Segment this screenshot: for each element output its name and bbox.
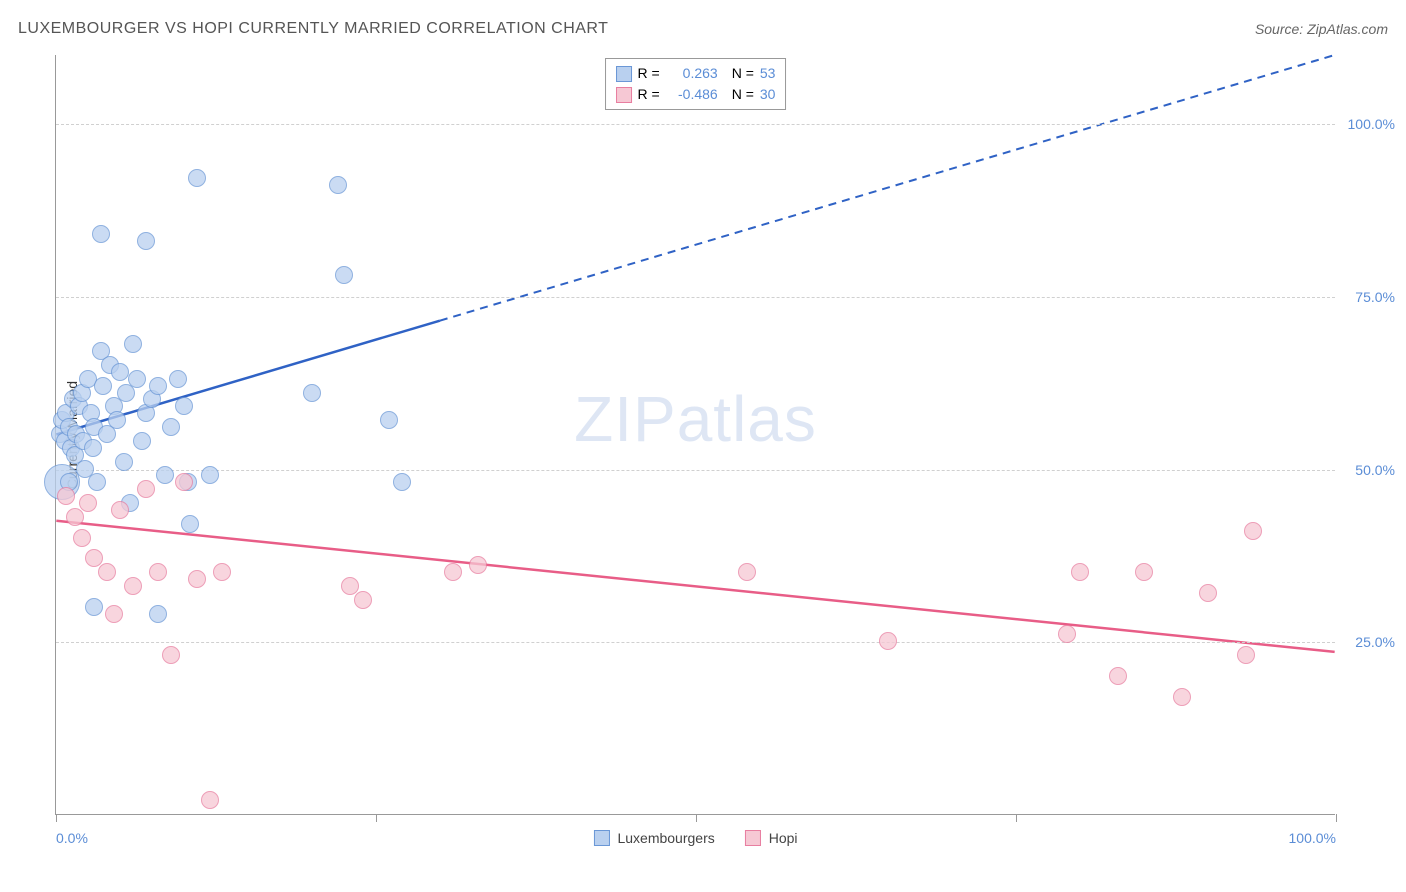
legend-top: R = 0.263 N = 53 R = -0.486 N = 30 xyxy=(605,58,787,110)
scatter-point xyxy=(1135,563,1153,581)
y-tick-label: 50.0% xyxy=(1355,462,1395,478)
x-tick xyxy=(376,814,377,822)
scatter-point xyxy=(303,384,321,402)
scatter-point xyxy=(137,232,155,250)
scatter-point xyxy=(115,453,133,471)
scatter-point xyxy=(57,487,75,505)
legend-r-value: 0.263 xyxy=(666,63,718,84)
scatter-point xyxy=(149,563,167,581)
scatter-point xyxy=(137,480,155,498)
scatter-point xyxy=(98,563,116,581)
scatter-point xyxy=(162,646,180,664)
scatter-point xyxy=(738,563,756,581)
scatter-point xyxy=(469,556,487,574)
scatter-point xyxy=(354,591,372,609)
scatter-point xyxy=(73,529,91,547)
scatter-point xyxy=(1244,522,1262,540)
scatter-point xyxy=(393,473,411,491)
source-label: Source: ZipAtlas.com xyxy=(1255,21,1388,37)
legend-swatch xyxy=(745,830,761,846)
title-bar: LUXEMBOURGER VS HOPI CURRENTLY MARRIED C… xyxy=(18,20,1388,38)
scatter-point xyxy=(213,563,231,581)
legend-swatch xyxy=(616,66,632,82)
scatter-point xyxy=(335,266,353,284)
legend-top-row: R = -0.486 N = 30 xyxy=(616,84,776,105)
legend-r-value: -0.486 xyxy=(666,84,718,105)
scatter-point xyxy=(133,432,151,450)
scatter-point xyxy=(162,418,180,436)
gridline-h xyxy=(56,124,1335,125)
scatter-point xyxy=(1199,584,1217,602)
scatter-point xyxy=(1071,563,1089,581)
trend-lines xyxy=(56,55,1335,814)
legend-bottom-item: Luxembourgers xyxy=(593,830,714,846)
scatter-point xyxy=(188,570,206,588)
scatter-point xyxy=(85,598,103,616)
scatter-point xyxy=(124,577,142,595)
scatter-point xyxy=(124,335,142,353)
gridline-h xyxy=(56,297,1335,298)
scatter-point xyxy=(201,791,219,809)
scatter-point xyxy=(879,632,897,650)
legend-n-value: 53 xyxy=(760,63,776,84)
x-tick-label: 0.0% xyxy=(56,830,88,846)
legend-swatch xyxy=(616,87,632,103)
scatter-point xyxy=(444,563,462,581)
scatter-point xyxy=(181,515,199,533)
scatter-point xyxy=(94,377,112,395)
x-tick-label: 100.0% xyxy=(1289,830,1336,846)
legend-n-label: N = xyxy=(732,84,754,105)
legend-n-value: 30 xyxy=(760,84,776,105)
gridline-h xyxy=(56,470,1335,471)
plot-area: Currently Married ZIPatlas R =0.263N =53… xyxy=(55,55,1335,815)
legend-n-label: N = xyxy=(732,63,754,84)
scatter-point xyxy=(1058,625,1076,643)
scatter-point xyxy=(175,397,193,415)
y-tick-label: 25.0% xyxy=(1355,634,1395,650)
legend-bottom-item: Hopi xyxy=(745,830,798,846)
legend-r-label: R = xyxy=(638,63,660,84)
legend-r-label: R = xyxy=(638,84,660,105)
legend-swatch xyxy=(593,830,609,846)
scatter-point xyxy=(84,439,102,457)
scatter-point xyxy=(79,494,97,512)
scatter-point xyxy=(108,411,126,429)
x-tick xyxy=(56,814,57,822)
legend-series-label: Hopi xyxy=(769,830,798,846)
scatter-point xyxy=(188,169,206,187)
scatter-point xyxy=(111,501,129,519)
gridline-h xyxy=(56,642,1335,643)
y-tick-label: 100.0% xyxy=(1348,116,1395,132)
x-tick xyxy=(696,814,697,822)
scatter-point xyxy=(1109,667,1127,685)
scatter-point xyxy=(105,605,123,623)
scatter-point xyxy=(329,176,347,194)
scatter-point xyxy=(201,466,219,484)
x-tick xyxy=(1336,814,1337,822)
scatter-point xyxy=(149,377,167,395)
legend-bottom: Luxembourgers Hopi xyxy=(593,830,797,846)
scatter-point xyxy=(66,508,84,526)
legend-top-row: R = 0.263 N = 53 xyxy=(616,63,776,84)
scatter-point xyxy=(380,411,398,429)
y-tick-label: 75.0% xyxy=(1355,289,1395,305)
scatter-point xyxy=(92,225,110,243)
x-tick xyxy=(1016,814,1017,822)
scatter-point xyxy=(156,466,174,484)
scatter-point xyxy=(1173,688,1191,706)
scatter-point xyxy=(169,370,187,388)
legend-series-label: Luxembourgers xyxy=(617,830,714,846)
scatter-point xyxy=(175,473,193,491)
scatter-point xyxy=(149,605,167,623)
scatter-point xyxy=(111,363,129,381)
chart-title: LUXEMBOURGER VS HOPI CURRENTLY MARRIED C… xyxy=(18,20,608,38)
scatter-point xyxy=(88,473,106,491)
scatter-point xyxy=(1237,646,1255,664)
scatter-point xyxy=(128,370,146,388)
